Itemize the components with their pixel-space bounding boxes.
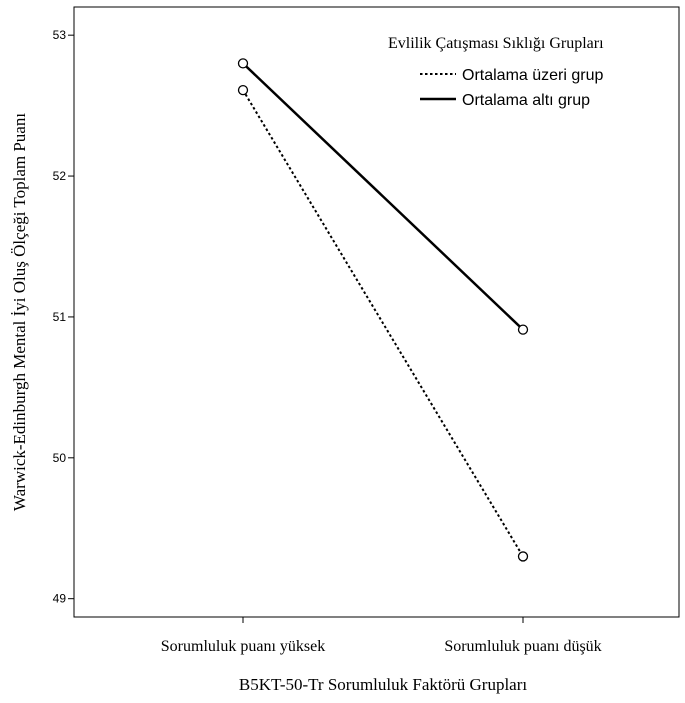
x-axis-ticks: Sorumluluk puanı yüksek Sorumluluk puanı … <box>161 617 602 655</box>
data-point-marker <box>237 58 249 69</box>
y-tick-label: 51 <box>53 310 67 324</box>
y-tick-label: 53 <box>53 28 67 42</box>
y-axis-ticks: 49 50 51 52 53 <box>53 28 74 606</box>
data-point-marker <box>517 551 529 562</box>
x-tick-label: Sorumluluk puanı yüksek <box>161 638 325 655</box>
legend-label-ortalama-alti: Ortalama altı grup <box>462 92 590 109</box>
series-layer <box>237 58 529 562</box>
y-axis-label: Warwick-Edinburgh Mental İyi Oluş Ölçeği… <box>10 113 29 511</box>
legend-title: Evlilik Çatışması Sıklığı Grupları <box>388 35 604 52</box>
plot-area-frame <box>73 6 680 618</box>
x-axis-label: B5KT-50-Tr Sorumluluk Faktörü Grupları <box>239 675 527 694</box>
series-line-ortalama-alti <box>242 62 524 331</box>
legend-label-ortalama-uzeri: Ortalama üzeri grup <box>462 67 603 84</box>
legend: Evlilik Çatışması Sıklığı Grupları Ortal… <box>388 35 604 109</box>
data-point-marker <box>517 324 529 335</box>
y-tick-label: 52 <box>53 169 67 183</box>
y-tick-label: 49 <box>53 592 67 606</box>
x-tick-label: Sorumluluk puanı düşük <box>444 638 601 655</box>
series-line-ortalama-uzeri <box>242 89 524 557</box>
y-tick-label: 50 <box>53 451 67 465</box>
data-point-marker <box>237 84 249 96</box>
